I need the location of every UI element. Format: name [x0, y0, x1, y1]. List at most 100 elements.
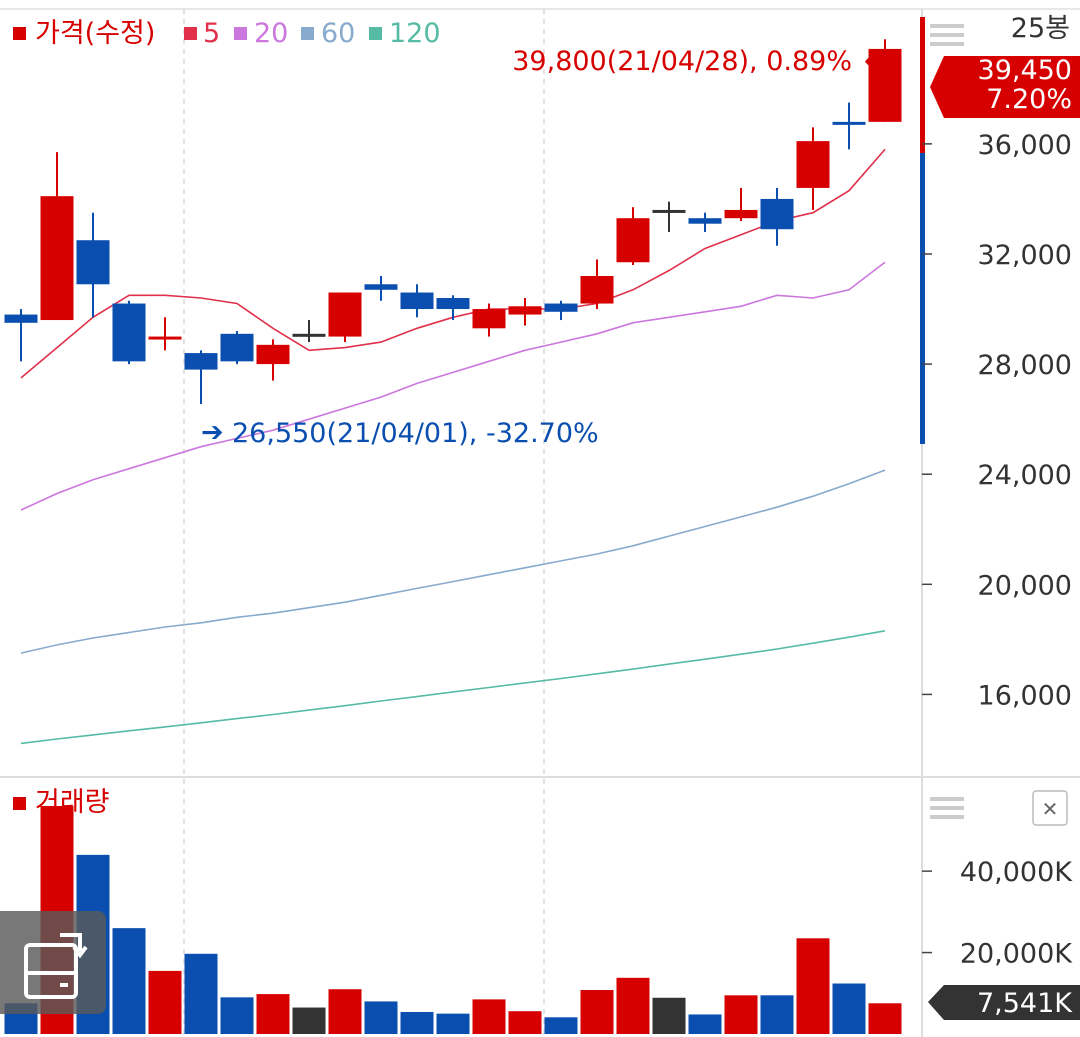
- candle-body: [616, 218, 650, 263]
- candle-body: [472, 309, 506, 329]
- price-tick-label: 28,000: [978, 350, 1072, 381]
- price-tick-label: 32,000: [978, 240, 1072, 271]
- candle-body: [400, 292, 434, 310]
- candle-body: [40, 196, 74, 321]
- price-tick-label: 36,000: [978, 130, 1072, 161]
- ma60-legend-label: 60: [321, 18, 355, 49]
- candle-body: [724, 209, 758, 219]
- volume-bar: [544, 1017, 578, 1034]
- volume-bar: [112, 928, 146, 1034]
- current-price: 39,450: [978, 55, 1072, 86]
- volume-bar: [760, 995, 794, 1034]
- period-label[interactable]: 25봉: [1011, 13, 1070, 44]
- ma20-legend-swatch: [234, 27, 247, 40]
- candle: [508, 298, 542, 326]
- candle-body: [184, 353, 218, 370]
- rotate-screen-icon: [24, 933, 88, 999]
- volume-bar: [832, 983, 866, 1034]
- candle-body: [436, 298, 470, 310]
- candle: [184, 350, 218, 405]
- volume-bar: [328, 989, 362, 1034]
- candle: [148, 317, 182, 351]
- volume-tick-label: 40,000K: [960, 857, 1073, 888]
- volume-bar: [220, 997, 254, 1034]
- candle: [796, 127, 830, 210]
- ma5-line: [20, 148, 886, 379]
- rotate-screen-button[interactable]: [0, 911, 106, 1014]
- candle: [256, 339, 290, 381]
- volume-bar: [256, 994, 290, 1034]
- low-annotation: 26,550(21/04/01), -32.70%: [232, 418, 599, 449]
- ma5-legend-label: 5: [203, 18, 220, 49]
- close-glyph: ✕: [1042, 797, 1059, 821]
- candle-body: [4, 314, 38, 323]
- volume-bar: [472, 999, 506, 1034]
- volume-bar: [688, 1014, 722, 1034]
- ma120-legend-swatch: [369, 27, 382, 40]
- candle: [400, 284, 434, 318]
- candle: [868, 39, 902, 122]
- high-arrow-icon: ←: [864, 46, 887, 77]
- volume-bar: [796, 938, 830, 1034]
- candle: [832, 102, 866, 150]
- candle-body: [796, 141, 830, 188]
- volume-bar: [364, 1001, 398, 1034]
- ma20-legend-label: 20: [254, 18, 288, 49]
- price-legend: 가격(수정) 5 20 60 120: [13, 18, 441, 49]
- candle-body: [868, 48, 902, 122]
- volume-menu-icon[interactable]: [930, 797, 964, 819]
- volume-bar: [148, 970, 182, 1034]
- candle: [580, 259, 614, 310]
- current-change: 7.20%: [986, 84, 1072, 115]
- volume-legend-swatch: [13, 797, 26, 810]
- candle: [4, 309, 38, 362]
- price-legend-swatch: [13, 27, 26, 40]
- candle-body: [544, 303, 578, 312]
- price-menu-icon[interactable]: [930, 24, 964, 46]
- volume-close-icon[interactable]: ✕: [1032, 790, 1068, 826]
- candle-body: [580, 276, 614, 304]
- candle: [724, 187, 758, 221]
- down-range-bar: [920, 153, 925, 444]
- volume-bar: [652, 997, 686, 1034]
- candle: [652, 201, 686, 232]
- ma60-legend-swatch: [301, 27, 314, 40]
- candle: [472, 303, 506, 337]
- ma60-line: [20, 469, 886, 654]
- price-tick-label: 24,000: [978, 460, 1072, 491]
- ma5-legend-swatch: [184, 27, 197, 40]
- low-arrow-icon: ➔: [201, 417, 224, 448]
- price-legend-label: 가격(수정): [35, 18, 155, 49]
- volume-bar: [400, 1012, 434, 1034]
- candle-body: [220, 333, 254, 362]
- volume-bar: [868, 1003, 902, 1034]
- volume-bar: [616, 977, 650, 1034]
- candle: [436, 295, 470, 321]
- volume-bar: [292, 1007, 326, 1034]
- candle: [112, 300, 146, 365]
- volume-bar: [184, 953, 218, 1034]
- price-tick-label: 16,000: [978, 680, 1072, 711]
- candle: [328, 292, 362, 343]
- candle-body: [76, 240, 110, 285]
- volume-bar: [436, 1013, 470, 1034]
- candle-body: [760, 198, 794, 230]
- candle: [616, 207, 650, 265]
- candle: [220, 331, 254, 365]
- candle: [688, 212, 722, 232]
- candle-body: [292, 333, 326, 337]
- candle: [364, 276, 398, 301]
- high-annotation: 39,800(21/04/28), 0.89%: [512, 46, 852, 77]
- up-range-bar: [920, 17, 925, 153]
- candle-body: [256, 344, 290, 365]
- volume-bar: [580, 990, 614, 1034]
- current-volume: 7,541K: [977, 988, 1073, 1019]
- candle-body: [688, 218, 722, 224]
- candle-body: [652, 209, 686, 213]
- volume-tick-label: 20,000K: [960, 939, 1073, 970]
- candle-body: [328, 292, 362, 337]
- volume-bar: [508, 1011, 542, 1034]
- candle-body: [832, 121, 866, 125]
- candle-body: [508, 306, 542, 315]
